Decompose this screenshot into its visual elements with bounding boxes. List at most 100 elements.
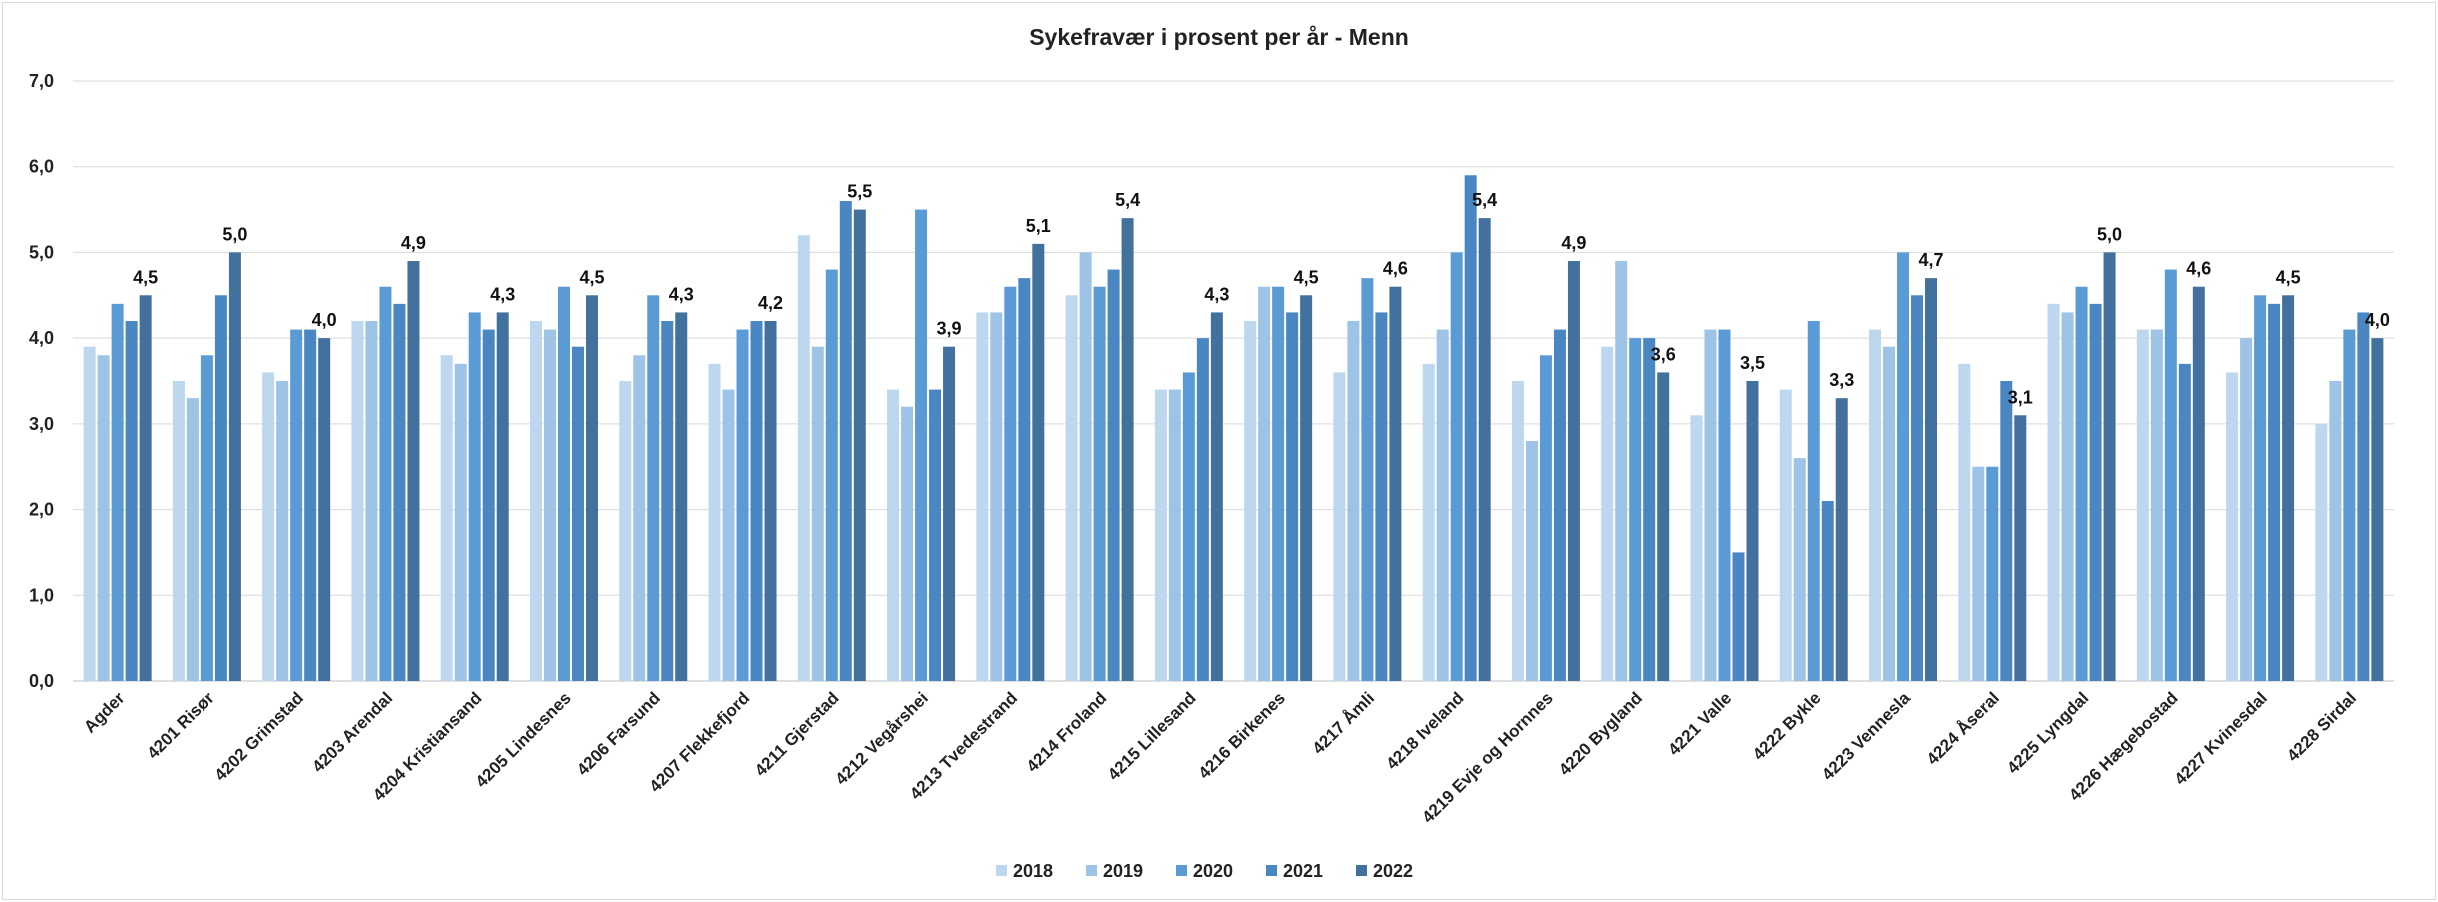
bar-2018	[1333, 372, 1346, 681]
bar-2020	[1272, 286, 1285, 681]
bar-2020	[1718, 329, 1731, 681]
data-label: 5,0	[222, 224, 247, 244]
bar-2019	[901, 406, 914, 681]
bar-2019	[2240, 338, 2253, 681]
bar-2021	[2178, 363, 2191, 681]
data-label: 4,5	[2276, 267, 2301, 287]
data-label: 4,3	[490, 284, 515, 304]
bar-2022	[1121, 218, 1134, 681]
legend-swatch-2018	[996, 865, 1007, 876]
y-tick-label: 7,0	[29, 71, 54, 91]
x-tick-label: 4215 Lillesand	[1104, 688, 1200, 784]
bar-2021	[482, 329, 495, 681]
bar-2019	[1972, 466, 1985, 681]
data-label: 3,6	[1651, 344, 1676, 364]
bar-2018	[1422, 363, 1435, 681]
bar-2021	[571, 346, 584, 681]
bar-2019	[1615, 261, 1628, 681]
bar-2018	[2136, 329, 2149, 681]
bar-2018	[351, 321, 364, 681]
bar-2019	[1793, 458, 1806, 681]
data-label: 4,3	[1204, 284, 1229, 304]
bar-2021	[839, 201, 852, 681]
bar-2022	[1478, 218, 1491, 681]
x-tick-label: 4217 Åmli	[1309, 688, 1379, 758]
x-tick-label: 4206 Farsund	[573, 688, 664, 779]
bar-2020	[2075, 286, 2088, 681]
bar-2022	[496, 312, 509, 681]
data-label: 5,4	[1115, 190, 1140, 210]
bar-2019	[2061, 312, 2074, 681]
bar-2022	[675, 312, 688, 681]
bar-2021	[1018, 278, 1031, 681]
bar-2021	[1732, 552, 1745, 681]
bar-2022	[1657, 372, 1670, 681]
bar-2021	[304, 329, 317, 681]
bar-2021	[2357, 312, 2370, 681]
bar-2021	[661, 321, 674, 681]
bar-2019	[276, 381, 289, 681]
y-tick-label: 3,0	[29, 414, 54, 434]
bar-2019	[1168, 389, 1181, 681]
bar-2018	[2047, 303, 2060, 681]
bar-2018	[619, 381, 632, 681]
bar-2022	[853, 209, 866, 682]
bar-2021	[929, 389, 942, 681]
bar-2018	[172, 381, 185, 681]
data-label: 4,0	[312, 310, 337, 330]
x-tick-label: 4201 Risør	[143, 688, 218, 763]
legend-label-2020: 2020	[1193, 861, 1233, 881]
bar-2021	[2268, 303, 2281, 681]
bar-2021	[750, 321, 763, 681]
x-tick-label: 4211 Gjerstad	[751, 688, 843, 780]
data-label: 4,6	[1383, 259, 1408, 279]
bar-2018	[1154, 389, 1167, 681]
bar-2020	[468, 312, 481, 681]
x-tick-label: 4205 Lindesnes	[472, 688, 575, 791]
bar-2019	[2150, 329, 2163, 681]
bar-2020	[1807, 321, 1820, 681]
bar-2018	[708, 363, 721, 681]
bar-2018	[1958, 363, 1971, 681]
bar-2020	[1539, 355, 1552, 681]
bar-2021	[1196, 338, 1209, 681]
bar-2018	[797, 235, 810, 682]
bar-2020	[1004, 286, 1017, 681]
bar-2020	[2343, 329, 2356, 681]
bar-2018	[2226, 372, 2239, 681]
data-label: 4,2	[758, 293, 783, 313]
bar-2020	[2164, 269, 2177, 681]
bar-2020	[379, 286, 392, 681]
bar-2018	[1690, 415, 1703, 681]
data-label: 4,7	[1919, 250, 1944, 270]
bar-2022	[943, 346, 956, 681]
bar-2022	[1567, 261, 1580, 681]
data-label: 3,5	[1740, 353, 1765, 373]
bar-2018	[1065, 295, 1078, 681]
data-label: 5,4	[1472, 190, 1497, 210]
bar-2022	[1300, 295, 1313, 681]
bar-2022	[2192, 286, 2205, 681]
bar-2021	[1286, 312, 1299, 681]
y-tick-label: 6,0	[29, 157, 54, 177]
bar-2022	[1389, 286, 1402, 681]
chart-title: Sykefravær i prosent per år - Menn	[1029, 24, 1409, 50]
bar-2021	[2089, 303, 2102, 681]
legend-label-2018: 2018	[1013, 861, 1053, 881]
bar-2020	[1361, 278, 1374, 681]
data-label: 3,9	[937, 319, 962, 339]
data-label: 5,5	[847, 182, 872, 202]
legend-label-2019: 2019	[1103, 861, 1143, 881]
x-tick-label: 4212 Vegårshei	[832, 688, 932, 788]
bar-2018	[262, 372, 275, 681]
x-tick-label: 4220 Bygland	[1555, 688, 1646, 779]
bar-2018	[83, 346, 96, 681]
data-label: 4,0	[2365, 310, 2390, 330]
data-label: 5,1	[1026, 216, 1051, 236]
bar-2020	[200, 355, 213, 681]
bar-2020	[736, 329, 749, 681]
bar-2018	[529, 321, 542, 681]
bar-2020	[915, 209, 928, 682]
bar-2021	[1643, 338, 1656, 681]
